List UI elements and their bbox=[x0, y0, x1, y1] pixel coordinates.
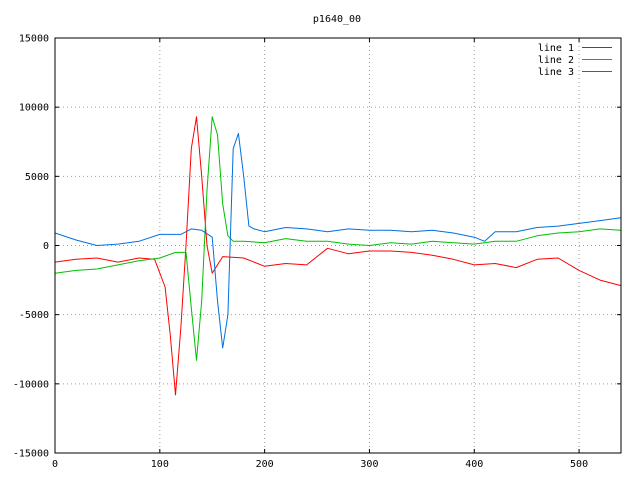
y-tick-label: 10000 bbox=[19, 103, 49, 114]
x-tick-label: 300 bbox=[360, 459, 378, 470]
chart-title: p1640_00 bbox=[313, 14, 361, 25]
legend-label-2: line 2 bbox=[538, 55, 574, 66]
grid bbox=[55, 38, 621, 453]
legend-label-3: line 3 bbox=[538, 67, 574, 78]
x-tick-label: 0 bbox=[52, 459, 58, 470]
y-tick-label: -5000 bbox=[19, 310, 49, 321]
y-tick-label: 15000 bbox=[19, 34, 49, 45]
series-line-3 bbox=[54, 132, 622, 349]
series-line-2 bbox=[54, 116, 622, 361]
y-tick-label: 0 bbox=[43, 241, 49, 252]
x-tick-label: 200 bbox=[256, 459, 274, 470]
series-line-1 bbox=[54, 116, 622, 396]
x-tick-label: 400 bbox=[465, 459, 483, 470]
x-tick-label: 100 bbox=[151, 459, 169, 470]
x-tick-label: 500 bbox=[570, 459, 588, 470]
axis-ticks: 0 100 200 300 400 500 -15000 -10000 -5000 0 5000 10… bbox=[13, 34, 621, 470]
y-tick-label: 5000 bbox=[25, 172, 49, 183]
plot-series bbox=[54, 116, 622, 396]
legend-label-1: line 1 bbox=[538, 43, 574, 54]
y-tick-label: -15000 bbox=[13, 449, 49, 460]
y-tick-label: -10000 bbox=[13, 379, 49, 390]
